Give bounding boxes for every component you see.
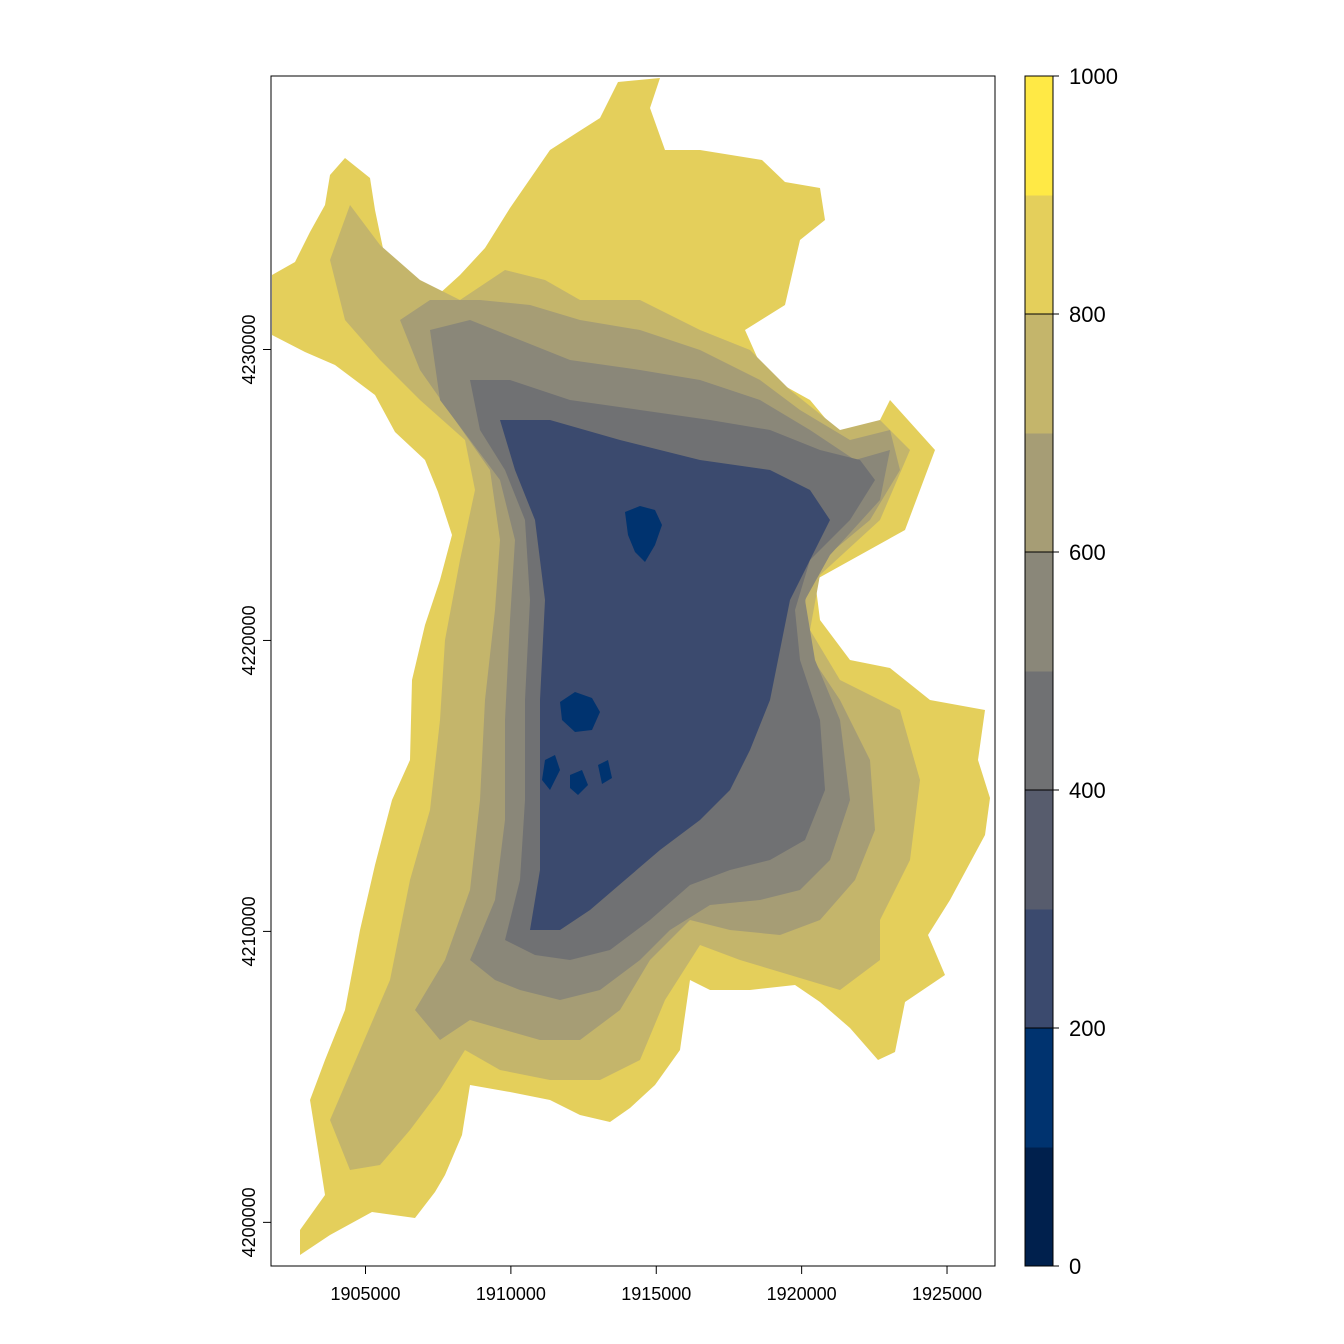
color-legend: 0 200 400 600 800 1000 bbox=[1024, 64, 1118, 1279]
x-axis: 1905000 1910000 1915000 1920000 1925000 bbox=[330, 1266, 982, 1304]
legend-swatch bbox=[1025, 909, 1053, 1029]
legend-label: 1000 bbox=[1069, 64, 1118, 89]
region-depression-spot-2 bbox=[570, 770, 588, 795]
legend-swatch bbox=[1025, 790, 1053, 910]
legend-swatch bbox=[1025, 1028, 1053, 1148]
legend-label: 600 bbox=[1069, 540, 1106, 565]
legend-label: 200 bbox=[1069, 1016, 1106, 1041]
y-tick-label: 4230000 bbox=[239, 314, 259, 384]
legend-swatch bbox=[1025, 1147, 1053, 1267]
legend-swatch bbox=[1025, 433, 1053, 553]
legend-label: 800 bbox=[1069, 302, 1106, 327]
x-tick-label: 1920000 bbox=[767, 1284, 837, 1304]
region-lowland bbox=[500, 420, 830, 930]
y-tick-label: 4200000 bbox=[239, 1187, 259, 1257]
x-tick-label: 1925000 bbox=[912, 1284, 982, 1304]
y-tick-label: 4220000 bbox=[239, 605, 259, 675]
region-depression-north bbox=[625, 506, 662, 562]
elevation-raster bbox=[272, 78, 990, 1255]
region-depression-spot-1 bbox=[542, 755, 560, 790]
legend-label: 0 bbox=[1069, 1254, 1081, 1279]
legend-swatch bbox=[1025, 552, 1053, 672]
legend-swatch bbox=[1025, 195, 1053, 315]
y-axis: 4200000 4210000 4220000 4230000 bbox=[239, 314, 271, 1257]
legend-label: 400 bbox=[1069, 778, 1106, 803]
plot-frame bbox=[270, 75, 996, 1267]
region-depression-south bbox=[560, 692, 600, 732]
legend-swatch bbox=[1025, 314, 1053, 434]
region-depression-spot-3 bbox=[598, 760, 612, 784]
x-tick-label: 1915000 bbox=[621, 1284, 691, 1304]
legend-swatch bbox=[1025, 76, 1053, 196]
x-tick-label: 1905000 bbox=[330, 1284, 400, 1304]
x-tick-label: 1910000 bbox=[476, 1284, 546, 1304]
y-tick-label: 4210000 bbox=[239, 896, 259, 966]
legend-swatch bbox=[1025, 671, 1053, 791]
